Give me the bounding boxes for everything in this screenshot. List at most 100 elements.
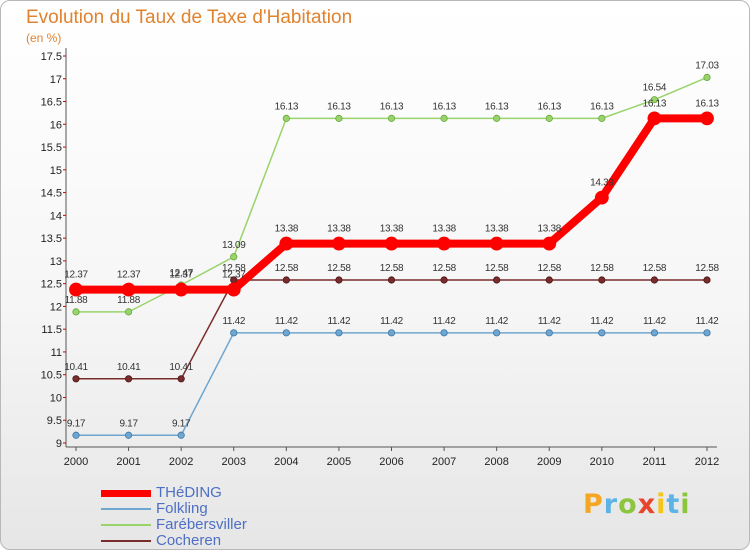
series-1-point xyxy=(387,329,396,337)
series-3-data-label: 16.13 xyxy=(643,98,667,109)
legend-swatch-folkling xyxy=(101,508,151,510)
x-tick-label: 2000 xyxy=(64,456,88,468)
logo-letter: r xyxy=(603,489,619,520)
series-1-point xyxy=(335,329,343,337)
series-3-point xyxy=(489,236,504,251)
series-1-data-label: 9.17 xyxy=(67,418,86,429)
series-3-point xyxy=(332,236,346,251)
y-tick-label: 9 xyxy=(56,438,62,450)
series-1-data-label: 11.42 xyxy=(328,316,352,327)
series-1-data-label: 11.42 xyxy=(643,316,667,327)
logo-letter: o xyxy=(618,489,638,520)
series-2-point xyxy=(72,375,80,383)
series-0-data-label: 16.13 xyxy=(537,101,561,112)
chart-title: Evolution du Taux de Taxe d'Habitation xyxy=(26,7,353,28)
series-3-point xyxy=(700,111,714,126)
series-0-point xyxy=(440,114,448,122)
x-tick-label: 2005 xyxy=(327,456,351,468)
series-3-data-label: 13.38 xyxy=(327,224,351,235)
series-3-point xyxy=(384,236,399,251)
series-3-data-label: 12.37 xyxy=(222,270,246,281)
series-1-data-label: 11.42 xyxy=(275,316,299,327)
series-2-point xyxy=(387,276,396,284)
series-2-point xyxy=(493,276,501,284)
logo-letter: i xyxy=(656,489,667,520)
legend-swatch-cocheren xyxy=(101,540,151,542)
y-tick-label: 9.5 xyxy=(47,415,62,427)
y-tick-label: 16 xyxy=(50,119,62,131)
y-tick-label: 10.5 xyxy=(41,370,62,382)
x-tick-label: 2009 xyxy=(537,456,561,468)
series-0-data-label: 12.47 xyxy=(169,268,193,279)
series-2-point xyxy=(177,375,185,383)
legend-swatch-theding xyxy=(101,490,151,497)
series-3-data-label: 14.39 xyxy=(590,178,614,189)
series-1-point xyxy=(72,431,80,439)
x-tick-label: 2008 xyxy=(484,456,508,468)
series-2-point xyxy=(650,276,659,284)
series-3-point xyxy=(647,111,662,126)
x-tick-label: 2011 xyxy=(643,456,667,468)
logo-letter: x xyxy=(637,489,657,520)
series-3-point xyxy=(121,282,136,297)
legend-item-cocheren[interactable]: Cocheren xyxy=(101,532,321,549)
series-3-point xyxy=(69,282,83,297)
series-1-point xyxy=(440,329,448,337)
series-1-point xyxy=(703,329,711,337)
series-3-data-label: 12.37 xyxy=(64,270,88,281)
series-1-point xyxy=(650,329,659,337)
series-1-data-label: 11.42 xyxy=(590,316,614,327)
series-1-data-label: 9.17 xyxy=(119,418,138,429)
x-tick-label: 2010 xyxy=(590,456,614,468)
legend-item-folkling[interactable]: Folkling xyxy=(101,500,321,517)
y-tick-label: 14.5 xyxy=(41,188,62,200)
series-0-point xyxy=(72,308,80,316)
series-3-data-label: 13.38 xyxy=(275,224,299,235)
series-2-data-label: 12.58 xyxy=(222,263,246,274)
series-0-data-label: 11.88 xyxy=(65,295,89,306)
series-2-data-label: 10.41 xyxy=(117,362,141,373)
series-1-data-label: 9.17 xyxy=(172,418,191,429)
series-0-point xyxy=(598,114,606,122)
series-0-data-label: 13.09 xyxy=(222,240,246,251)
series-2-data-label: 12.58 xyxy=(590,263,614,274)
series-3-data-label: 13.38 xyxy=(380,224,404,235)
legend-label-folkling: Folkling xyxy=(156,500,208,517)
legend-item-theding[interactable]: THéDING xyxy=(101,484,321,501)
series-0-point xyxy=(124,308,133,316)
series-1-point xyxy=(493,329,501,337)
series-3-point xyxy=(437,236,451,251)
series-2-point xyxy=(440,276,448,284)
series-0-data-label: 16.13 xyxy=(590,101,614,112)
series-1-data-label: 11.42 xyxy=(433,316,457,327)
series-3-data-label: 12.37 xyxy=(169,270,193,281)
series-0-data-label: 16.13 xyxy=(380,101,404,112)
series-0-point xyxy=(335,114,343,122)
series-0-data-label: 16.13 xyxy=(432,101,456,112)
logo-letter: P xyxy=(583,489,604,520)
series-3-data-label: 13.38 xyxy=(537,224,561,235)
legend: THéDING Folkling Farébersviller Cocheren xyxy=(101,484,321,549)
y-tick-label: 15.5 xyxy=(41,142,62,154)
series-2-point xyxy=(703,276,711,284)
y-tick-label: 15 xyxy=(50,165,62,177)
series-1-data-label: 11.42 xyxy=(696,316,720,327)
series-0-data-label: 16.13 xyxy=(485,101,509,112)
series-2-point xyxy=(545,276,553,284)
legend-label-cocheren: Cocheren xyxy=(156,532,222,549)
x-tick-label: 2006 xyxy=(379,456,403,468)
legend-label-farebersviller: Farébersviller xyxy=(156,516,247,533)
legend-item-farebersviller[interactable]: Farébersviller xyxy=(101,516,321,533)
series-1-data-label: 11.42 xyxy=(380,316,404,327)
series-2-data-label: 12.58 xyxy=(537,263,561,274)
series-0-data-label: 17.03 xyxy=(695,60,719,71)
logo-letter: i xyxy=(680,489,691,520)
series-2-data-label: 12.58 xyxy=(643,263,667,274)
series-1-point xyxy=(598,329,606,337)
series-0-point xyxy=(703,73,711,81)
series-1-point xyxy=(124,431,133,439)
series-1-data-label: 11.42 xyxy=(538,316,562,327)
series-2-data-label: 12.58 xyxy=(327,263,351,274)
